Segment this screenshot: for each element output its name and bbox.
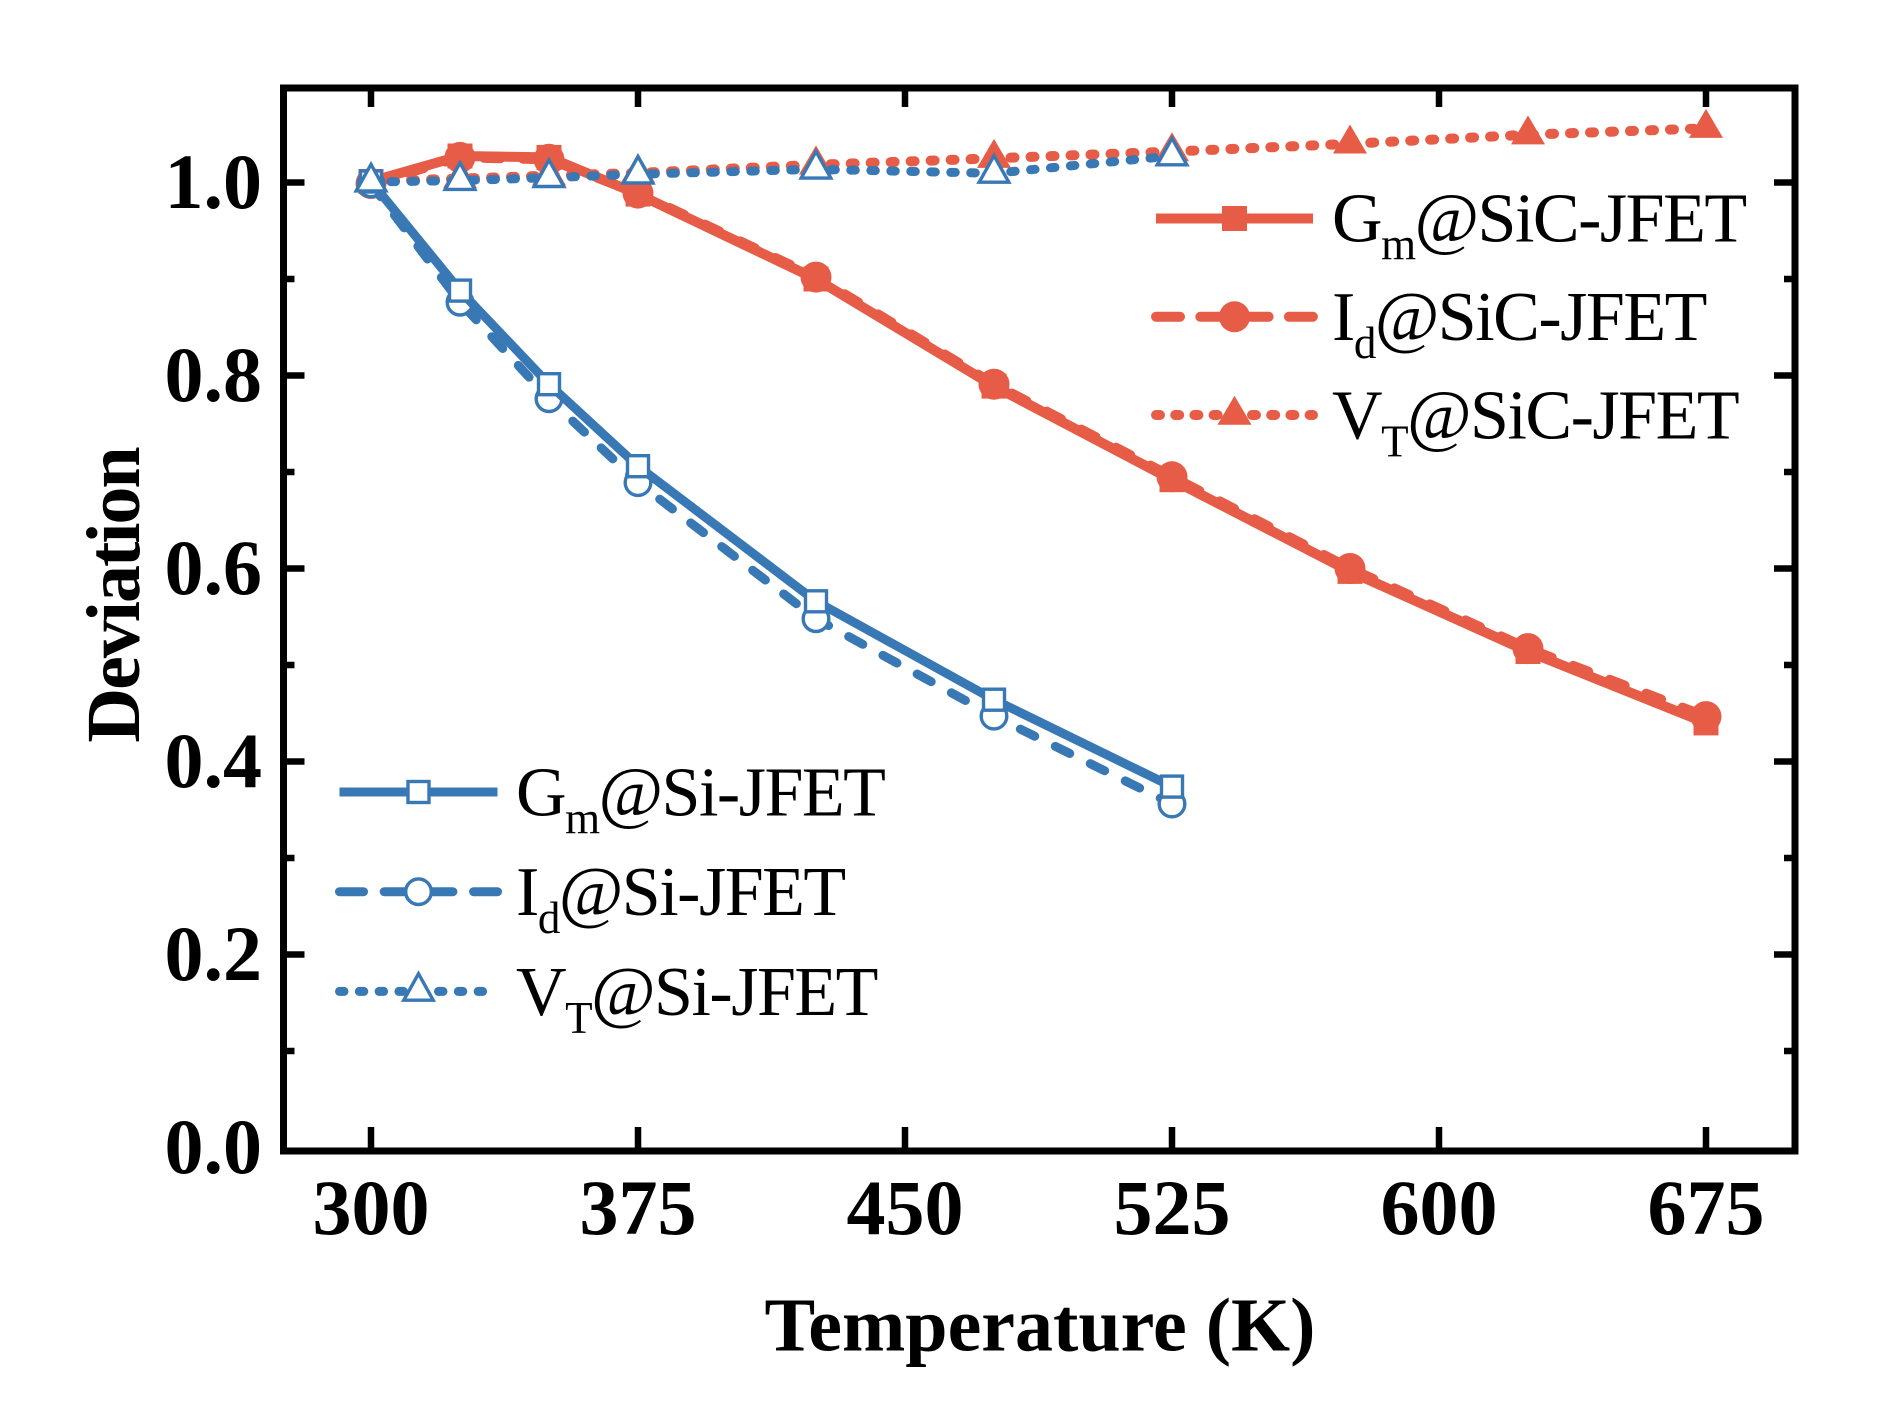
svg-text:675: 675: [1648, 1164, 1765, 1251]
svg-text:Id@SiC-JFET: Id@SiC-JFET: [1332, 279, 1707, 368]
svg-text:450: 450: [847, 1164, 964, 1251]
svg-text:600: 600: [1381, 1164, 1498, 1251]
svg-text:VT@SiC-JFET: VT@SiC-JFET: [1332, 378, 1739, 467]
svg-text:0.0: 0.0: [165, 1103, 263, 1190]
svg-text:0.2: 0.2: [165, 910, 263, 997]
svg-text:0.4: 0.4: [165, 717, 263, 804]
svg-text:0.8: 0.8: [165, 331, 263, 418]
svg-text:0.6: 0.6: [165, 524, 263, 611]
svg-text:375: 375: [580, 1164, 697, 1251]
svg-text:Deviation: Deviation: [72, 447, 156, 743]
svg-text:1.0: 1.0: [165, 138, 263, 225]
svg-text:300: 300: [313, 1164, 430, 1251]
svg-text:Temperature (K): Temperature (K): [765, 1284, 1316, 1368]
svg-text:VT@Si-JFET: VT@Si-JFET: [516, 954, 878, 1043]
svg-text:Id@Si-JFET: Id@Si-JFET: [516, 854, 845, 943]
svg-text:525: 525: [1114, 1164, 1231, 1251]
